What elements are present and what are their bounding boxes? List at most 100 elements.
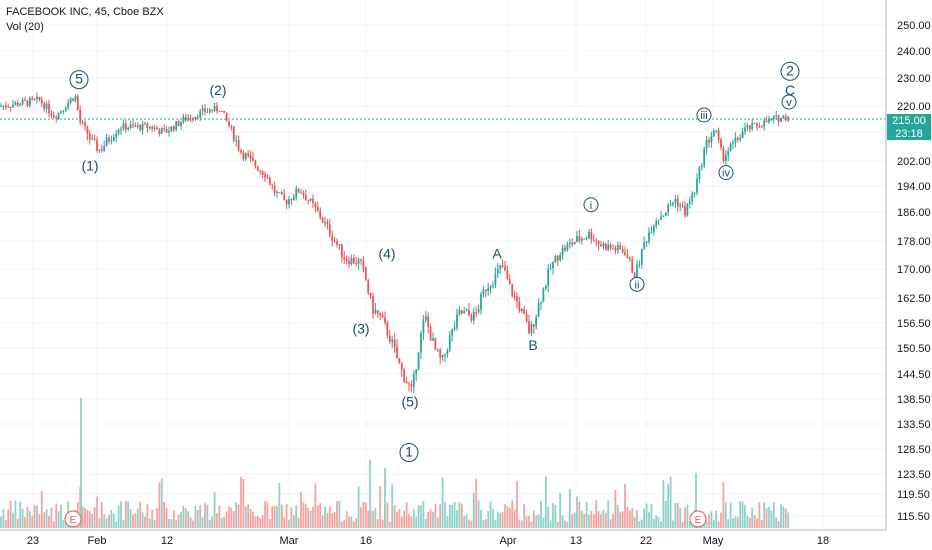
volume-indicator-label[interactable]: Vol (20) bbox=[6, 21, 44, 33]
volume-bar bbox=[91, 513, 94, 528]
candle-body bbox=[175, 121, 178, 130]
volume-bar bbox=[314, 482, 317, 528]
price-axis[interactable]: 250.00240.00230.00220.00210.00202.00194.… bbox=[897, 20, 931, 523]
volume-bar bbox=[60, 504, 62, 528]
candle-body bbox=[50, 113, 53, 116]
candle-body bbox=[520, 308, 523, 312]
candle-body bbox=[516, 295, 518, 302]
volume-bar bbox=[468, 519, 470, 528]
volume-bar bbox=[367, 510, 370, 528]
volume-bar bbox=[667, 484, 670, 528]
candle-body bbox=[686, 203, 689, 216]
candle-body bbox=[710, 136, 713, 143]
candle-body bbox=[760, 126, 763, 128]
volume-bar bbox=[463, 516, 466, 528]
volume-bar bbox=[732, 518, 734, 528]
candle-body bbox=[256, 166, 259, 171]
volume-bar bbox=[350, 516, 353, 528]
candle-body bbox=[489, 286, 492, 289]
volume-bar bbox=[448, 504, 451, 528]
symbol-title[interactable]: FACEBOOK INC, 45, Cboe BZX bbox=[6, 6, 164, 18]
volume-bar bbox=[616, 505, 619, 528]
candle-body bbox=[626, 255, 629, 258]
volume-bar bbox=[686, 504, 689, 528]
volume-bar bbox=[16, 518, 19, 528]
volume-bar bbox=[571, 514, 574, 528]
candle-body bbox=[177, 121, 180, 126]
volume-bar bbox=[405, 502, 408, 528]
candle-body bbox=[741, 131, 744, 139]
volume-bar bbox=[600, 514, 602, 528]
volume-bar bbox=[244, 506, 247, 528]
volume-bar bbox=[458, 502, 461, 528]
candle-body bbox=[763, 120, 766, 127]
candle-body bbox=[208, 109, 211, 112]
volume-bar bbox=[273, 505, 276, 528]
wave-label: B bbox=[528, 337, 537, 353]
volume-bar bbox=[264, 501, 266, 528]
volume-bar bbox=[393, 505, 396, 528]
volume-bar bbox=[324, 506, 326, 528]
candle-body bbox=[525, 314, 528, 322]
volume-bar bbox=[112, 513, 115, 528]
candle-body bbox=[136, 124, 139, 127]
volume-bar bbox=[201, 516, 204, 528]
candle-body bbox=[148, 126, 151, 128]
candle-body bbox=[540, 301, 542, 304]
candle-body bbox=[393, 339, 396, 347]
volume-bar bbox=[21, 508, 24, 528]
volume-bar bbox=[544, 476, 547, 528]
volume-bar bbox=[7, 509, 10, 528]
candle-body bbox=[206, 111, 209, 113]
candle-body bbox=[573, 241, 576, 245]
candle-body bbox=[33, 98, 36, 100]
volume-bar bbox=[338, 500, 341, 528]
candle-body bbox=[38, 96, 41, 101]
candle-body bbox=[144, 123, 146, 125]
candle-body bbox=[283, 194, 286, 200]
volume-bar bbox=[256, 515, 259, 528]
volume-bar bbox=[590, 510, 593, 528]
volume-bar bbox=[26, 507, 29, 528]
volume-bar bbox=[196, 509, 199, 528]
candle-body bbox=[319, 210, 322, 218]
candle-body bbox=[775, 115, 778, 117]
volume-bar bbox=[722, 482, 725, 528]
candle-body bbox=[684, 206, 686, 216]
volume-bar bbox=[609, 519, 612, 528]
volume-bar bbox=[780, 504, 782, 528]
candle-body bbox=[19, 104, 22, 106]
time-tick-label: 12 bbox=[161, 535, 173, 547]
volume-bar bbox=[427, 511, 430, 528]
candle-body bbox=[115, 133, 118, 137]
candle-body bbox=[146, 123, 149, 128]
candle-body bbox=[307, 200, 310, 202]
time-axis[interactable]: 23 Feb 12 Mar 16 Apr 13 22 May 18 bbox=[27, 535, 829, 547]
volume-bar bbox=[787, 512, 790, 528]
candle-body bbox=[86, 125, 89, 134]
candle-body bbox=[271, 184, 274, 186]
candle-body bbox=[326, 221, 329, 225]
volume-bar bbox=[283, 517, 286, 528]
candle-body bbox=[717, 130, 720, 140]
candle-body bbox=[664, 212, 667, 216]
volume-bar bbox=[516, 480, 518, 528]
volume-bar bbox=[564, 520, 566, 528]
candle-body bbox=[535, 316, 538, 327]
candle-body bbox=[446, 350, 449, 354]
candle-body bbox=[532, 324, 535, 327]
volume-bar bbox=[50, 507, 53, 528]
volume-bar bbox=[679, 507, 682, 528]
volume-bar bbox=[422, 500, 425, 528]
volume-bar bbox=[720, 512, 722, 528]
volume-bar bbox=[607, 500, 610, 528]
candle-body bbox=[352, 258, 355, 264]
price-tick-label: 150.50 bbox=[897, 343, 931, 355]
candle-body bbox=[554, 256, 557, 263]
volume-bar bbox=[777, 521, 780, 528]
volume-bar bbox=[400, 516, 403, 528]
candle-body bbox=[604, 243, 607, 250]
